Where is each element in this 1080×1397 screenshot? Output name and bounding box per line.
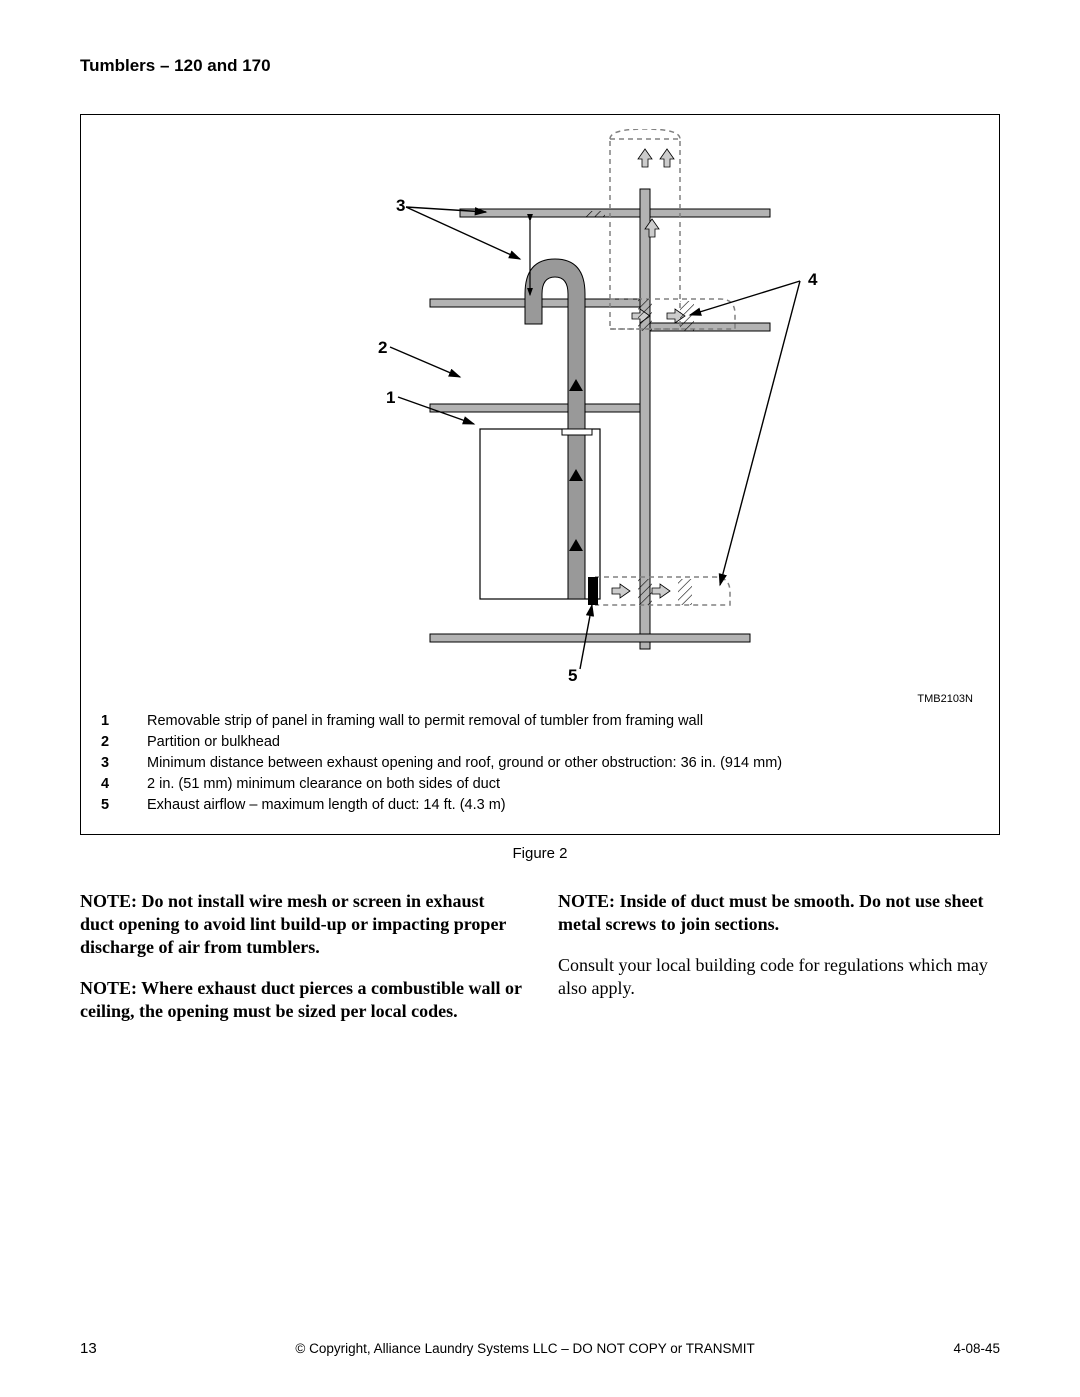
page-header-title: Tumblers – 120 and 170	[80, 56, 1000, 76]
figure-caption: Figure 2	[80, 845, 1000, 862]
callout-1: 1	[386, 388, 395, 407]
figure-reference-code: TMB2103N	[101, 693, 979, 705]
legend-row: 4 2 in. (51 mm) minimum clearance on bot…	[101, 774, 979, 795]
figure-container: 3 2 1 4 5 TMB2103N 1 Removable strip of …	[80, 114, 1000, 835]
legend-row: 2 Partition or bulkhead	[101, 732, 979, 753]
notes-right-column: NOTE: Inside of duct must be smooth. Do …	[558, 890, 1000, 1041]
diagram: 3 2 1 4 5	[101, 129, 979, 689]
legend-num: 3	[101, 753, 147, 774]
callout-2: 2	[378, 338, 387, 357]
note-text: NOTE: Inside of duct must be smooth. Do …	[558, 890, 1000, 936]
exhaust-diagram-svg: 3 2 1 4 5	[190, 129, 890, 689]
page-footer: 13 © Copyright, Alliance Laundry Systems…	[80, 1340, 1000, 1357]
body-text: Consult your local building code for reg…	[558, 954, 1000, 1000]
legend-row: 1 Removable strip of panel in framing wa…	[101, 711, 979, 732]
legend-row: 5 Exhaust airflow – maximum length of du…	[101, 795, 979, 816]
figure-legend: 1 Removable strip of panel in framing wa…	[101, 711, 979, 816]
legend-text: Minimum distance between exhaust opening…	[147, 753, 979, 774]
legend-num: 4	[101, 774, 147, 795]
legend-text: Exhaust airflow – maximum length of duct…	[147, 795, 979, 816]
legend-row: 3 Minimum distance between exhaust openi…	[101, 753, 979, 774]
callout-5: 5	[568, 666, 577, 685]
note-text: NOTE: Where exhaust duct pierces a combu…	[80, 977, 522, 1023]
callout-4: 4	[808, 270, 818, 289]
legend-num: 1	[101, 711, 147, 732]
legend-text: Partition or bulkhead	[147, 732, 979, 753]
callout-3: 3	[396, 196, 405, 215]
legend-num: 5	[101, 795, 147, 816]
document-code: 4-08-45	[953, 1341, 1000, 1356]
legend-num: 2	[101, 732, 147, 753]
legend-text: 2 in. (51 mm) minimum clearance on both …	[147, 774, 979, 795]
note-text: NOTE: Do not install wire mesh or screen…	[80, 890, 522, 959]
notes-section: NOTE: Do not install wire mesh or screen…	[80, 890, 1000, 1041]
copyright-text: © Copyright, Alliance Laundry Systems LL…	[295, 1341, 754, 1356]
page-number: 13	[80, 1340, 97, 1357]
notes-left-column: NOTE: Do not install wire mesh or screen…	[80, 890, 522, 1041]
legend-text: Removable strip of panel in framing wall…	[147, 711, 979, 732]
